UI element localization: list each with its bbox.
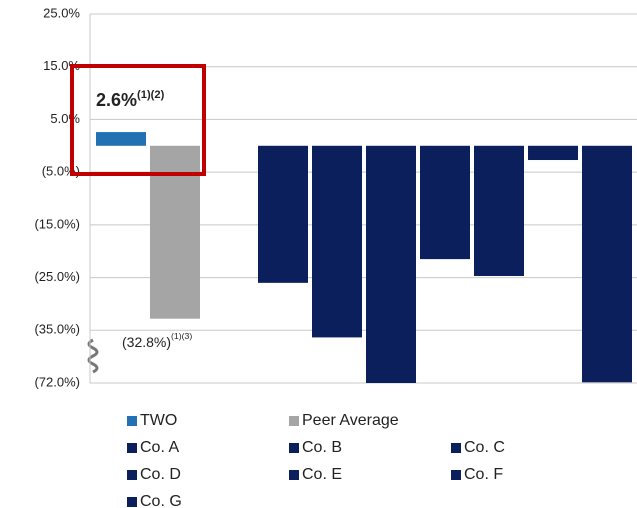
bar bbox=[528, 145, 578, 161]
legend-label: Co. E bbox=[302, 466, 342, 483]
bar bbox=[312, 145, 362, 338]
legend-label: Co. G bbox=[140, 493, 182, 508]
legend-label: Co. F bbox=[464, 466, 503, 483]
legend-label: TWO bbox=[140, 412, 177, 429]
y-tick-label: (25.0%) bbox=[34, 269, 80, 284]
data-label: 2.6%(1)(2) bbox=[96, 89, 165, 110]
bar bbox=[366, 145, 416, 383]
legend-swatch bbox=[289, 443, 299, 453]
y-tick-label: 25.0% bbox=[43, 5, 80, 20]
legend-label: Peer Average bbox=[302, 412, 399, 429]
legend-swatch bbox=[127, 416, 137, 426]
legend-swatch bbox=[451, 443, 461, 453]
y-tick-label: 5.0% bbox=[50, 111, 80, 126]
bar bbox=[258, 145, 308, 283]
data-label: (32.8%)(1)(3) bbox=[122, 331, 192, 349]
legend-swatch bbox=[127, 443, 137, 453]
y-tick-label: (35.0%) bbox=[34, 322, 80, 337]
data-label-value: 2.6% bbox=[96, 90, 137, 110]
bar bbox=[582, 145, 632, 383]
y-tick-label: (5.0%) bbox=[42, 164, 80, 179]
legend-label: Co. B bbox=[302, 439, 342, 456]
y-tick-label: (72.0%) bbox=[34, 374, 80, 389]
bar bbox=[150, 145, 200, 319]
legend-swatch bbox=[289, 470, 299, 480]
bar bbox=[474, 145, 524, 276]
legend-swatch bbox=[127, 497, 137, 507]
highlight-box bbox=[70, 64, 206, 176]
y-tick-label: (15.0%) bbox=[34, 216, 80, 231]
bar bbox=[96, 132, 146, 146]
data-label-note: (1)(2) bbox=[137, 89, 165, 101]
legend-swatch bbox=[289, 416, 299, 426]
legend-label: Co. C bbox=[464, 439, 505, 456]
data-label-note: (1)(3) bbox=[171, 331, 192, 341]
legend-label: Co. A bbox=[140, 439, 179, 456]
legend-swatch bbox=[451, 470, 461, 480]
data-label-value: (32.8%) bbox=[122, 334, 171, 350]
legend-label: Co. D bbox=[140, 466, 181, 483]
legend-swatch bbox=[127, 470, 137, 480]
bar bbox=[420, 145, 470, 260]
